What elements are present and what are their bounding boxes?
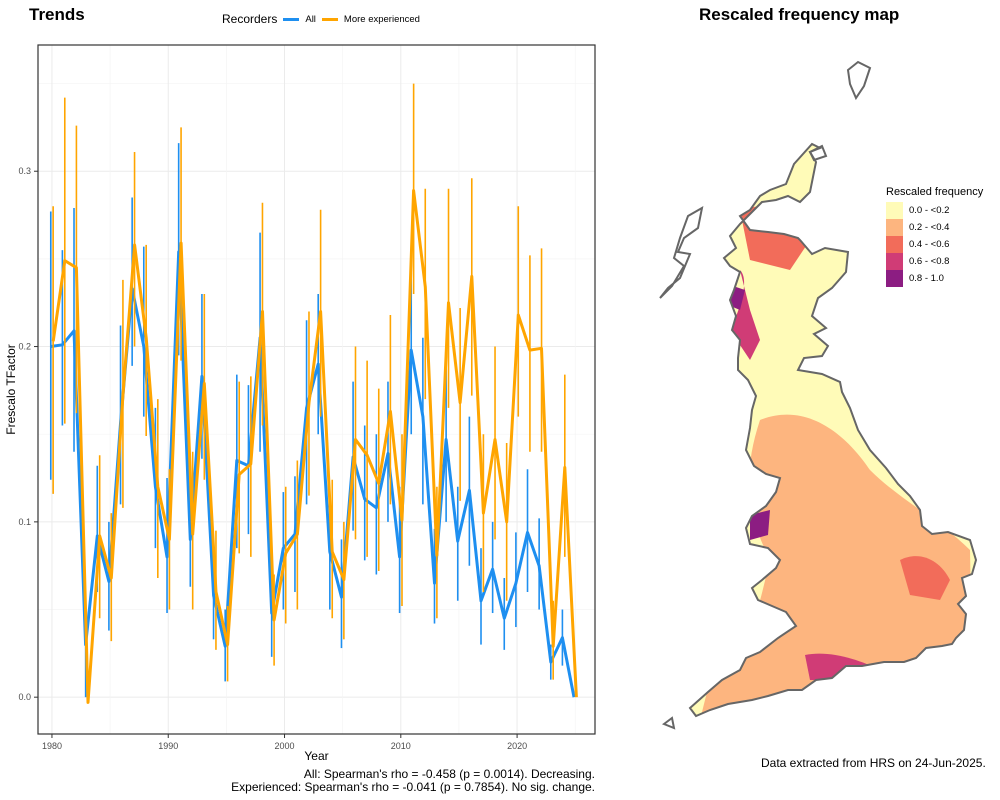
map-legend-swatch xyxy=(886,219,903,236)
plot-border xyxy=(37,44,596,735)
map-legend-item: 0.2 - <0.4 xyxy=(886,219,983,236)
orkney-outline xyxy=(808,144,828,162)
legend-label-exp: More experienced xyxy=(343,13,420,25)
frequency-map xyxy=(659,60,977,730)
chart-legend: Recorders All More experienced xyxy=(222,12,420,26)
data-credit: Data extracted from HRS on 24-Jun-2025. xyxy=(761,756,986,770)
map-legend-title: Rescaled frequency xyxy=(886,186,984,198)
trends-title: Trends xyxy=(29,5,85,24)
map-legend-label: 0.8 - 1.0 xyxy=(909,273,944,284)
shetland-outline xyxy=(846,60,872,101)
chart-series xyxy=(49,83,578,704)
map-legend-item: 0.4 - <0.6 xyxy=(886,236,983,253)
x-tick-label: 2010 xyxy=(391,741,411,751)
map-legend-item: 0.6 - <0.8 xyxy=(886,253,983,270)
map-legend: Rescaled frequency 0.0 - <0.2 0.2 - <0.4 0… xyxy=(886,186,983,287)
chart-axes: 1980 1990 2000 2010 2020 0.0 0.1 0.2 0.3 Year Fres… xyxy=(4,44,596,763)
map-legend-item: 0.0 - <0.2 xyxy=(886,202,983,219)
series-line xyxy=(51,189,578,704)
stats-text: All: Spearman's rho = -0.458 (p = 0.0014… xyxy=(231,768,595,794)
x-axis-label: Year xyxy=(304,749,328,763)
scilly-outline xyxy=(661,716,676,730)
map-legend-swatch xyxy=(886,253,903,270)
x-tick-label: 2020 xyxy=(507,741,527,751)
x-tick-label: 2000 xyxy=(275,741,295,751)
trends-chart: 1980 1990 2000 2010 2020 0.0 0.1 0.2 0.3 Year Fres… xyxy=(4,44,596,763)
stats-experienced: Experienced: Spearman's rho = -0.041 (p … xyxy=(231,780,595,794)
y-tick-label: 0.2 xyxy=(18,342,31,352)
y-tick-label: 0.1 xyxy=(18,517,31,527)
y-axis-label: Frescalo TFactor xyxy=(4,344,18,434)
map-legend-swatch xyxy=(886,202,903,219)
legend-swatch-all xyxy=(283,17,300,21)
y-tick-label: 0.0 xyxy=(18,692,31,702)
map-legend-label: 0.2 - <0.4 xyxy=(909,222,950,233)
map-legend-label: 0.4 - <0.6 xyxy=(909,239,950,250)
y-tick-label: 0.3 xyxy=(18,166,31,176)
map-fill xyxy=(690,144,976,716)
map-legend-label: 0.0 - <0.2 xyxy=(909,205,950,216)
map-legend-label: 0.6 - <0.8 xyxy=(909,256,950,267)
map-legend-swatch xyxy=(886,270,903,287)
series-experienced xyxy=(51,83,578,704)
legend-label-all: All xyxy=(305,13,316,25)
x-tick-label: 1980 xyxy=(42,741,62,751)
stats-all: All: Spearman's rho = -0.458 (p = 0.0014… xyxy=(303,767,595,781)
legend-title: Recorders xyxy=(222,12,278,26)
map-legend-swatch xyxy=(886,236,903,253)
chart-grid xyxy=(38,45,595,734)
outer-hebrides-outline xyxy=(659,206,704,299)
map-legend-item: 0.8 - 1.0 xyxy=(886,270,983,287)
map-title: Rescaled frequency map xyxy=(699,5,900,24)
legend-swatch-exp xyxy=(321,17,338,21)
x-tick-label: 1990 xyxy=(158,741,178,751)
